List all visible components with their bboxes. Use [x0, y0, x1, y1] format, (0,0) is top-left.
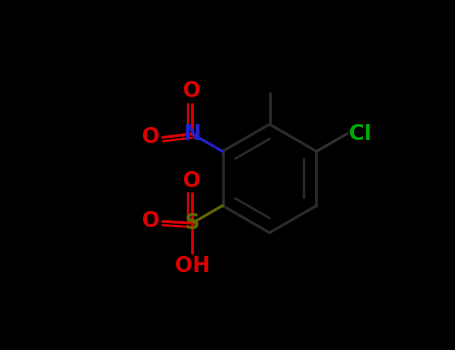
- Text: Cl: Cl: [349, 124, 371, 144]
- Text: O: O: [183, 170, 201, 190]
- Text: OH: OH: [175, 256, 210, 276]
- Text: S: S: [185, 213, 200, 233]
- Text: O: O: [142, 211, 160, 231]
- Text: O: O: [183, 81, 201, 102]
- Text: O: O: [142, 127, 160, 147]
- Text: N: N: [183, 124, 201, 144]
